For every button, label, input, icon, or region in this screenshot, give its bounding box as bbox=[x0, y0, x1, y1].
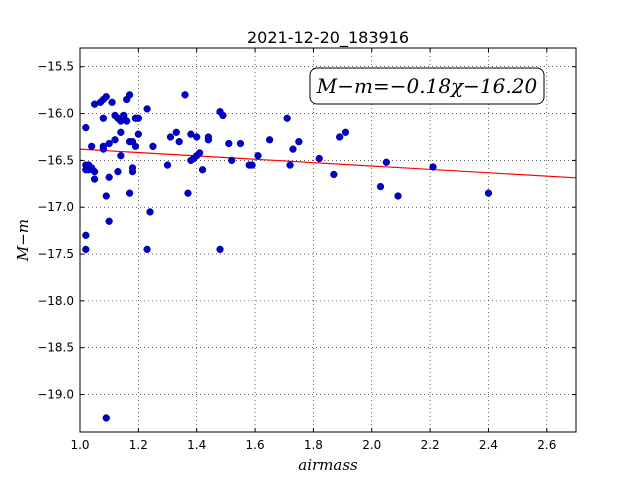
data-point bbox=[289, 145, 297, 153]
x-tick-label: 1.0 bbox=[70, 438, 89, 452]
data-point bbox=[163, 161, 172, 169]
data-point bbox=[172, 128, 180, 136]
data-point bbox=[219, 111, 227, 120]
data-point bbox=[143, 245, 151, 254]
y-tick-label: −19.0 bbox=[37, 388, 74, 402]
data-point bbox=[125, 91, 134, 99]
fit-equation: M−m=−0.18χ−16.20 bbox=[316, 74, 538, 98]
data-point bbox=[90, 167, 99, 176]
fit-equation-box: M−m=−0.18χ−16.20 bbox=[309, 67, 545, 105]
data-point bbox=[394, 192, 402, 200]
data-point bbox=[117, 128, 125, 136]
data-point bbox=[125, 189, 134, 197]
data-point bbox=[88, 142, 96, 150]
data-point bbox=[82, 231, 90, 239]
data-point bbox=[117, 152, 125, 160]
axis-ticks: 1.0 1.2 1.4 1.6 1.8 2.0 2.2 2.4 2.6 −15.5 −16.0 −16… bbox=[37, 48, 576, 452]
data-point bbox=[184, 189, 192, 197]
data-point bbox=[286, 161, 294, 169]
data-point bbox=[111, 136, 119, 144]
data-point bbox=[204, 136, 213, 144]
data-point bbox=[193, 133, 201, 141]
data-point bbox=[265, 136, 274, 144]
data-point bbox=[195, 149, 204, 157]
y-axis-label: M−m bbox=[14, 219, 32, 262]
y-tick-label: −15.5 bbox=[37, 60, 74, 74]
data-point bbox=[295, 138, 303, 146]
x-tick-label: 1.8 bbox=[304, 438, 323, 452]
data-point bbox=[187, 130, 195, 138]
fit-line bbox=[79, 148, 577, 179]
y-tick-label: −17.5 bbox=[37, 247, 74, 261]
data-point bbox=[225, 139, 233, 148]
data-point bbox=[146, 208, 154, 216]
data-point bbox=[228, 156, 236, 165]
data-point bbox=[82, 245, 90, 254]
data-point bbox=[105, 217, 113, 225]
data-point bbox=[166, 133, 175, 141]
x-tick-label: 2.0 bbox=[362, 438, 381, 452]
x-tick-label: 1.4 bbox=[187, 438, 206, 452]
data-point bbox=[376, 182, 385, 191]
y-tick-label: −18.0 bbox=[37, 294, 74, 308]
data-point bbox=[315, 154, 323, 163]
data-point bbox=[248, 161, 256, 169]
x-axis-label: airmass bbox=[298, 456, 358, 474]
data-points bbox=[82, 91, 493, 422]
data-point bbox=[105, 173, 113, 181]
data-point bbox=[382, 158, 391, 166]
data-point bbox=[149, 142, 157, 150]
data-point bbox=[99, 145, 107, 153]
grid-lines bbox=[79, 48, 576, 432]
data-point bbox=[283, 114, 291, 122]
data-point bbox=[108, 98, 116, 106]
y-tick-label: −16.0 bbox=[37, 107, 74, 121]
fit-line-group bbox=[79, 148, 577, 179]
data-point bbox=[134, 114, 143, 122]
x-tick-label: 2.6 bbox=[537, 438, 556, 452]
data-point bbox=[102, 192, 110, 200]
data-point bbox=[175, 138, 183, 146]
data-point bbox=[429, 163, 437, 171]
chart-title: 2021-12-20_183916 bbox=[247, 28, 409, 48]
equation-box-border bbox=[309, 67, 545, 105]
y-tick-label: −17.0 bbox=[37, 200, 74, 214]
data-point bbox=[484, 189, 493, 197]
data-point bbox=[134, 130, 143, 138]
data-point bbox=[105, 139, 113, 148]
x-tick-label: 1.6 bbox=[246, 438, 265, 452]
data-point bbox=[236, 139, 245, 148]
data-point bbox=[216, 245, 224, 254]
data-point bbox=[99, 114, 107, 122]
data-point bbox=[143, 105, 151, 113]
x-tick-label: 2.2 bbox=[421, 438, 440, 452]
data-point bbox=[123, 117, 131, 125]
data-point bbox=[254, 152, 262, 160]
data-point bbox=[114, 167, 122, 176]
data-point bbox=[120, 111, 128, 120]
data-point bbox=[181, 91, 189, 99]
data-point bbox=[336, 133, 344, 141]
data-point bbox=[198, 166, 207, 174]
data-point bbox=[128, 164, 137, 172]
plot-frame bbox=[79, 47, 577, 433]
y-tick-label: −16.5 bbox=[37, 153, 74, 167]
y-tick-label: −18.5 bbox=[37, 341, 74, 355]
x-tick-label: 1.2 bbox=[129, 438, 148, 452]
data-point bbox=[82, 123, 90, 132]
data-point bbox=[90, 175, 99, 183]
data-point bbox=[341, 128, 350, 136]
x-tick-label: 2.4 bbox=[479, 438, 498, 452]
data-point bbox=[102, 414, 110, 422]
data-point bbox=[330, 170, 338, 179]
data-point bbox=[131, 142, 140, 150]
data-point bbox=[102, 93, 110, 101]
